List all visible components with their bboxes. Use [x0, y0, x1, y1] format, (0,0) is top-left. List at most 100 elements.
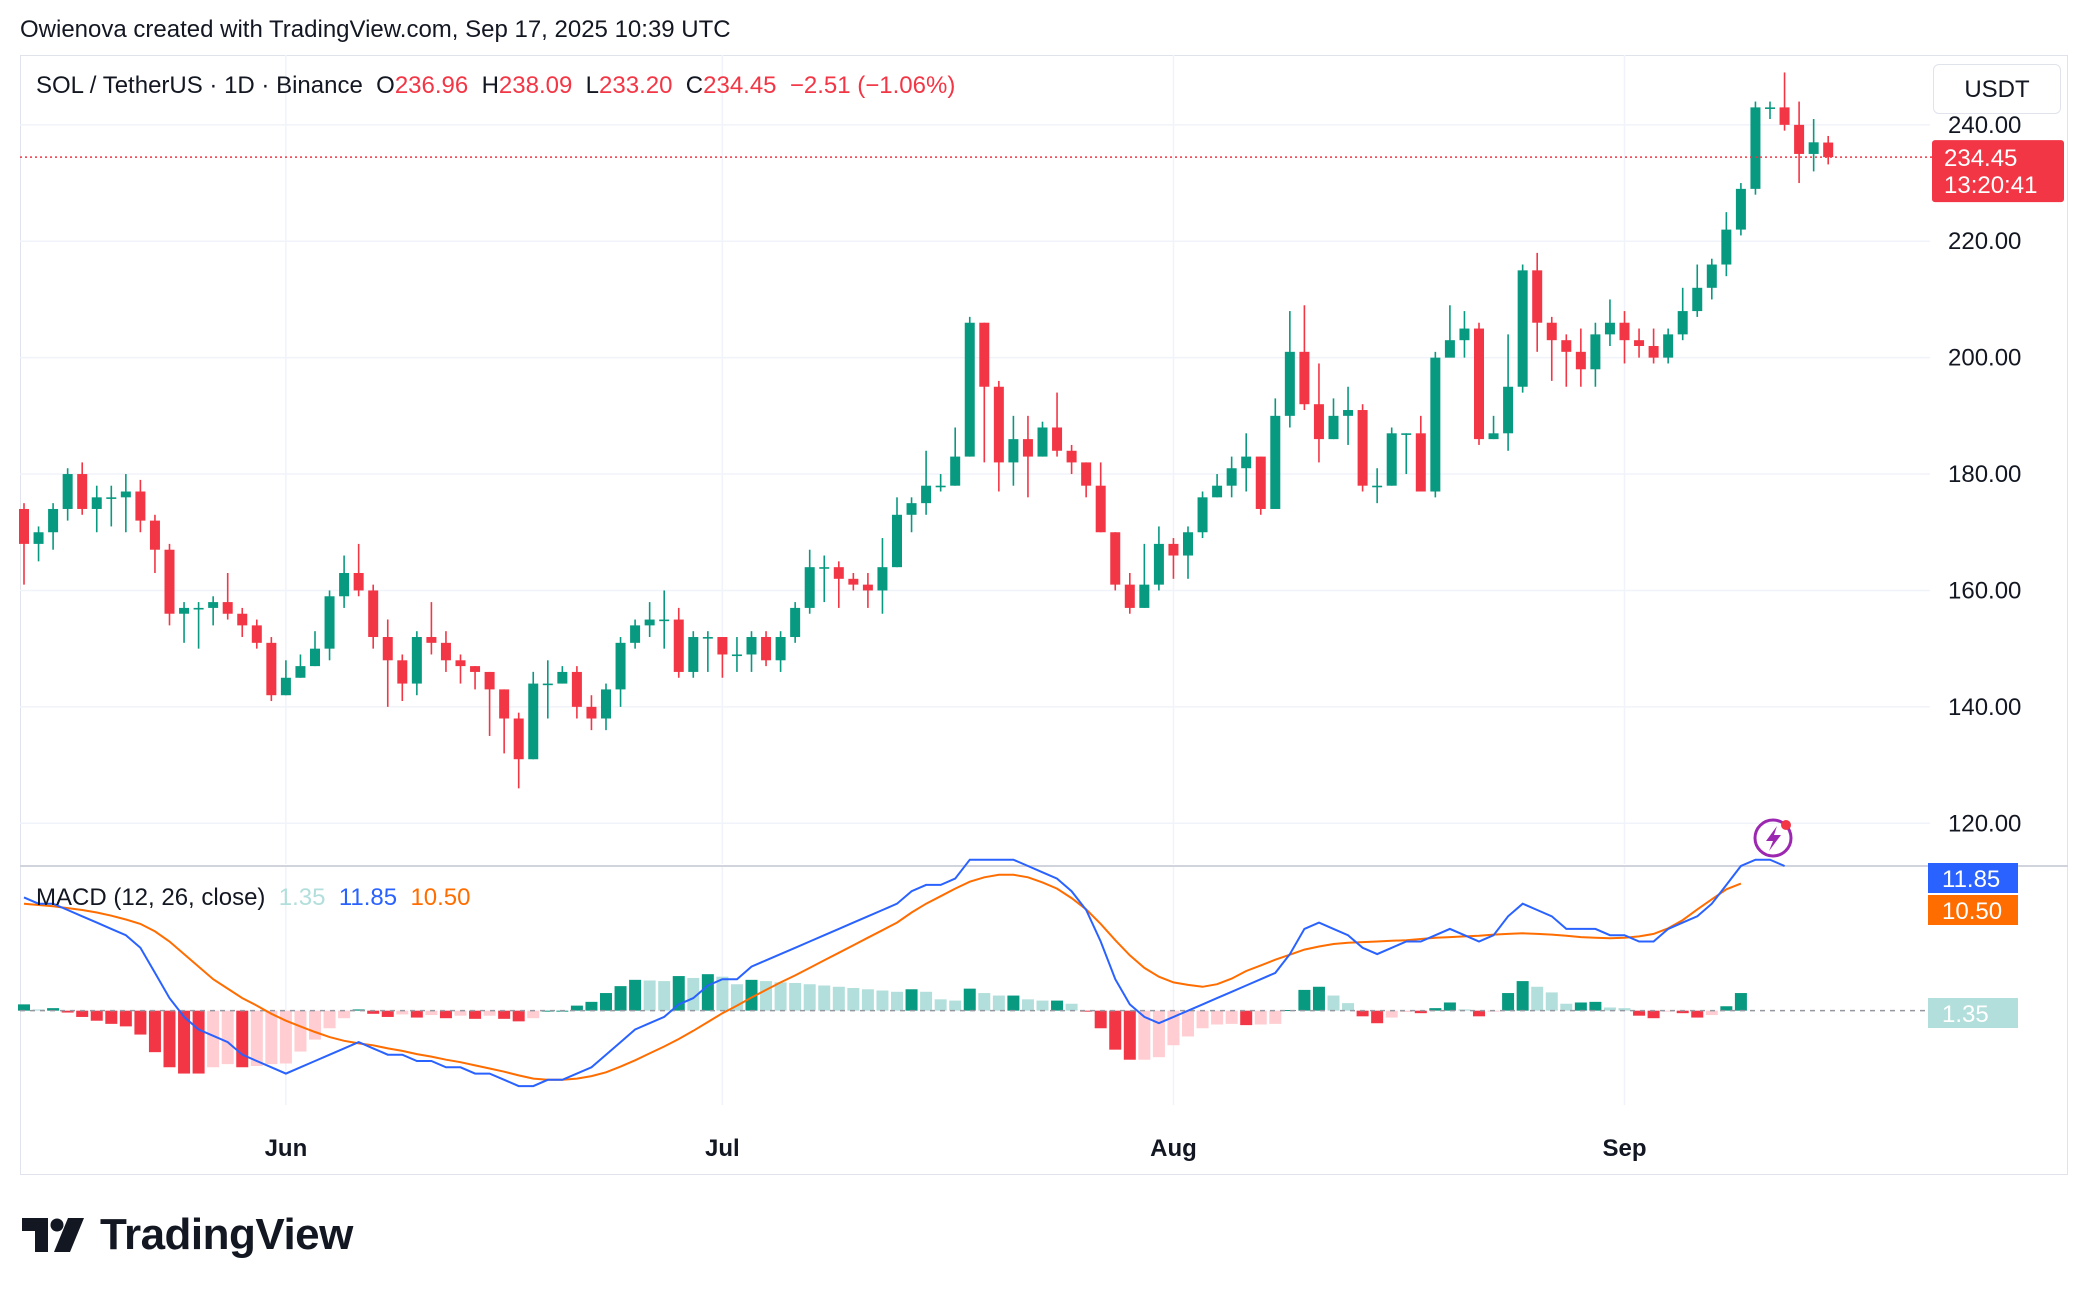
histogram-value-tag — [1928, 998, 2018, 1028]
macd-histogram-bar — [1312, 986, 1325, 1011]
macd-histogram-bar — [76, 1010, 89, 1017]
candle-body — [237, 613, 248, 626]
currency-selector[interactable]: USDT — [1933, 64, 2061, 114]
candle — [688, 631, 699, 678]
candle — [324, 590, 335, 661]
candle-body — [1648, 346, 1659, 358]
candle-body — [106, 497, 117, 499]
candle — [1299, 305, 1310, 411]
macd-histogram-bar — [410, 1010, 423, 1018]
legend-symbol[interactable]: SOL / TetherUS · 1D · Binance — [36, 72, 363, 99]
macd-histogram-bar — [934, 999, 947, 1011]
macd-histogram-bar — [1254, 1010, 1267, 1025]
candle-body — [1634, 340, 1645, 347]
macd-histogram-bar — [396, 1010, 409, 1015]
candle-body — [484, 671, 495, 690]
candle — [62, 468, 73, 521]
candle-body — [1168, 543, 1179, 556]
candle — [1750, 101, 1761, 195]
time-axis-label: Jul — [705, 1135, 740, 1162]
macd-histogram-bar — [425, 1010, 438, 1016]
candle-body — [1779, 107, 1790, 125]
candle — [77, 462, 88, 515]
candle-body — [775, 637, 786, 661]
candle — [761, 631, 772, 667]
macd-histogram-bar — [949, 1000, 962, 1011]
candle — [630, 619, 641, 649]
candle — [1706, 258, 1717, 300]
candle — [1241, 433, 1252, 492]
candle — [1430, 351, 1441, 498]
candle — [557, 666, 568, 684]
candle-body — [1532, 270, 1543, 323]
macd-histogram-bar — [1633, 1010, 1646, 1016]
macd-histogram-bar — [541, 1010, 554, 1012]
candle — [1415, 415, 1426, 492]
candle — [804, 549, 815, 614]
candle-body — [48, 508, 59, 533]
macd-histogram-bar — [61, 1010, 74, 1013]
macd-histogram-bar — [1531, 986, 1544, 1011]
macd-signal-line — [23, 873, 1742, 1081]
macd-histogram-bar — [1545, 992, 1558, 1011]
price-legend: SOL / TetherUS · 1D · Binance O236.96 H2… — [36, 72, 955, 100]
candle-body — [1474, 328, 1484, 440]
candle-body — [1401, 433, 1412, 435]
candle-body — [1372, 485, 1383, 488]
candle-body — [513, 718, 524, 760]
candle-body — [1735, 188, 1746, 230]
macd-histogram-bar — [818, 985, 831, 1011]
macd-histogram-bar — [614, 986, 627, 1011]
candle — [280, 660, 291, 696]
macd-histogram-bar — [323, 1010, 336, 1029]
legend-high-key: H — [481, 72, 499, 99]
candle-body — [1663, 334, 1674, 358]
macd-histogram-bar — [1269, 1010, 1282, 1024]
candle — [1444, 305, 1455, 358]
candle — [1052, 392, 1063, 457]
macd-histogram-bar — [1400, 1010, 1413, 1012]
candle-body — [1823, 142, 1834, 158]
macd-histogram-bar — [1007, 995, 1020, 1011]
candle — [979, 322, 990, 463]
macd-value-tag — [1928, 863, 2018, 893]
macd-histogram-bar — [1094, 1010, 1107, 1029]
macd-legend-label[interactable]: MACD (12, 26, close) — [36, 884, 266, 911]
candle-body — [62, 474, 73, 509]
macd-histogram-bar — [643, 980, 656, 1011]
footer-logo[interactable]: TradingView — [22, 1210, 353, 1260]
candle — [1721, 212, 1732, 277]
candle-body — [91, 497, 102, 509]
price-axis-label: 160.00 — [1948, 577, 2021, 604]
macd-legend: MACD (12, 26, close) 1.35 11.85 10.50 — [36, 884, 471, 912]
candle — [1386, 427, 1397, 486]
candle — [48, 503, 59, 550]
candle-body — [339, 572, 350, 597]
candle — [1532, 252, 1543, 352]
candle — [310, 631, 320, 667]
macd-histogram-bar — [119, 1010, 132, 1027]
candle-body — [77, 474, 88, 509]
candle-body — [1721, 229, 1732, 265]
candle — [790, 602, 801, 643]
legend-low: 233.20 — [599, 72, 673, 99]
macd-histogram-bar — [1589, 1001, 1602, 1011]
candle-body — [644, 619, 655, 626]
candle — [1459, 311, 1470, 358]
macd-histogram-bar — [1138, 1010, 1151, 1060]
candle-body — [1328, 415, 1339, 440]
macd-histogram-bar — [1691, 1010, 1704, 1018]
candle-body — [1619, 322, 1630, 341]
candle — [644, 602, 655, 638]
macd-histogram-bar — [1603, 1007, 1616, 1011]
candle — [1634, 328, 1645, 358]
candle — [717, 637, 728, 678]
candle — [222, 572, 233, 620]
candle — [1284, 311, 1295, 428]
legend-close: 234.45 — [703, 72, 777, 99]
macd-histogram-bar — [1211, 1010, 1224, 1025]
candle — [237, 607, 248, 638]
candle-body — [1386, 433, 1397, 486]
macd-histogram-bar — [512, 1010, 525, 1022]
